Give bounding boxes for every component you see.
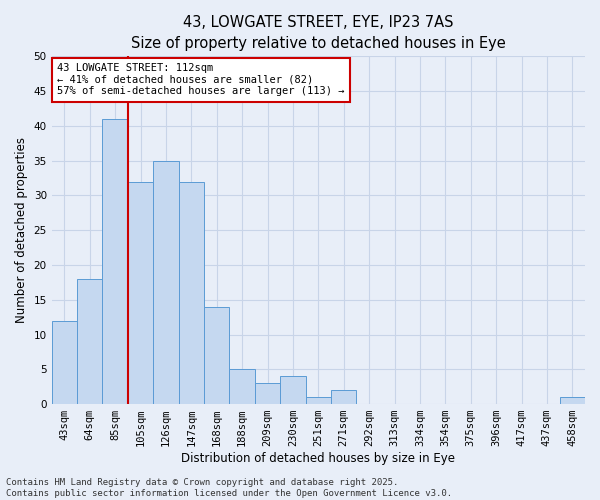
Y-axis label: Number of detached properties: Number of detached properties (15, 137, 28, 323)
Title: 43, LOWGATE STREET, EYE, IP23 7AS
Size of property relative to detached houses i: 43, LOWGATE STREET, EYE, IP23 7AS Size o… (131, 15, 506, 51)
Bar (331, 390, 356, 404)
Bar (204, 306, 229, 404)
Bar (560, 397, 585, 404)
Bar (153, 160, 179, 404)
Bar (305, 397, 331, 404)
Text: 43 LOWGATE STREET: 112sqm
← 41% of detached houses are smaller (82)
57% of semi-: 43 LOWGATE STREET: 112sqm ← 41% of detac… (57, 64, 344, 96)
Bar (128, 182, 153, 404)
Bar (52, 320, 77, 404)
Bar (77, 279, 103, 404)
Bar (179, 182, 204, 404)
Bar (103, 119, 128, 404)
Bar (280, 376, 305, 404)
Bar (229, 370, 255, 404)
Text: Contains HM Land Registry data © Crown copyright and database right 2025.
Contai: Contains HM Land Registry data © Crown c… (6, 478, 452, 498)
X-axis label: Distribution of detached houses by size in Eye: Distribution of detached houses by size … (181, 452, 455, 465)
Bar (255, 383, 280, 404)
